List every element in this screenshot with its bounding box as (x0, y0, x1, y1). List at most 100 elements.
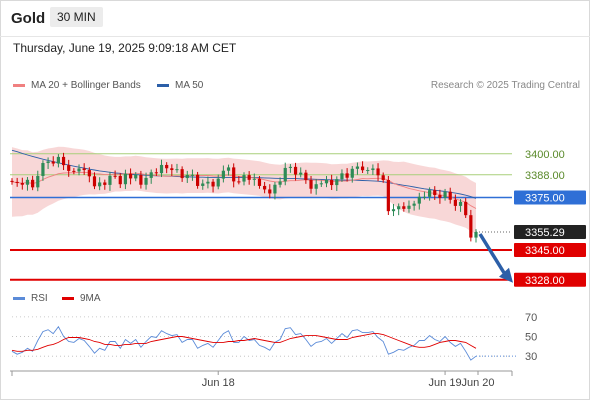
candle-body (268, 189, 272, 194)
x-tick-label: Jun 19 (429, 377, 462, 389)
candle-body (402, 206, 406, 209)
rsi-swatch (13, 296, 25, 300)
rsi-label: RSI (31, 293, 48, 304)
candle-body (139, 174, 143, 185)
candle-body (391, 209, 396, 212)
candle-body (237, 181, 241, 183)
candle-body (36, 175, 40, 188)
candle-body (263, 185, 267, 190)
candle-body (376, 168, 380, 176)
candle-body (51, 161, 55, 164)
candle-body (288, 166, 292, 168)
rsi-tick-70: 70 (525, 312, 537, 324)
forecast-arrow-head (499, 267, 513, 283)
level-label-3345.00: 3345.00 (525, 245, 565, 257)
candle-body (159, 164, 164, 174)
level-tag-3375.00 (514, 190, 586, 205)
candle-body (273, 184, 277, 194)
rsi-tick-50: 50 (525, 332, 537, 344)
x-tick-label: Jun 20 (461, 377, 494, 389)
candle-body (397, 206, 401, 210)
level-label-3355.29: 3355.29 (525, 227, 565, 239)
candle-body (175, 169, 179, 171)
candle-body (407, 205, 411, 209)
ma20-swatch (13, 83, 25, 87)
level-label-3375.00: 3375.00 (525, 193, 565, 205)
candle-body (304, 172, 308, 180)
candle-body (46, 161, 50, 164)
candle-body (185, 174, 189, 179)
level-label-3328.00: 3328.00 (525, 275, 565, 287)
level-label-3400.00: 3400.00 (525, 149, 565, 161)
candle-body (216, 178, 220, 187)
candle-body (196, 174, 200, 186)
instrument-title: Gold (11, 10, 46, 27)
candle-body (87, 170, 91, 177)
candle-body (118, 175, 122, 185)
candle-body (190, 174, 195, 176)
x-tick-label: Jun 18 (202, 377, 235, 389)
candle-body (211, 181, 215, 187)
candle-body (360, 166, 365, 171)
candle-body (299, 172, 303, 175)
candle-body (103, 182, 107, 185)
legend-rsi: RSI (13, 293, 48, 304)
candle-body (278, 181, 282, 185)
candle-body (422, 196, 427, 198)
candle-body (226, 167, 231, 171)
candle-body (144, 177, 148, 185)
bollinger-band (12, 146, 476, 235)
candle-body (330, 180, 334, 186)
candle-body (56, 156, 60, 164)
rsi-tick-30: 30 (525, 351, 537, 363)
research-credit: Research © 2025 Trading Central (430, 80, 580, 91)
legend-9ma: 9MA (62, 293, 101, 304)
candle-body (41, 163, 45, 176)
candle-body (366, 170, 370, 172)
candle-body (309, 180, 313, 189)
candle-body (77, 168, 81, 172)
candle-body (180, 169, 184, 179)
ma20-label: MA 20 + Bollinger Bands (31, 80, 141, 91)
candle-body (371, 168, 375, 171)
timestamp: Thursday, June 19, 2025 9:09:18 AM CET (13, 41, 237, 55)
candle-body (247, 175, 251, 180)
level-tag-3345.00 (514, 243, 586, 257)
candle-body (340, 173, 344, 180)
candle-body (335, 179, 339, 186)
timeframe-button[interactable]: 30 MIN (50, 7, 103, 27)
candle-body (61, 156, 66, 166)
candle-body (252, 178, 256, 180)
candle-body (10, 180, 14, 182)
candle-body (412, 203, 416, 206)
forecast-arrow-shaft (478, 233, 506, 274)
candle-body (170, 168, 174, 171)
candle-body (67, 165, 71, 171)
candle-body (98, 182, 102, 187)
legend-ma20: MA 20 + Bollinger Bands (13, 80, 141, 91)
level-tag-3328.00 (514, 272, 586, 287)
ma50-label: MA 50 (175, 80, 204, 91)
candle-body (206, 181, 210, 184)
candle-body (448, 191, 452, 200)
candle-body (355, 166, 360, 169)
candle-body (428, 190, 432, 197)
ma9-label: 9MA (80, 293, 101, 304)
candle-body (443, 191, 447, 198)
level-tag-3355.29 (514, 224, 586, 239)
candle-body (458, 201, 463, 206)
candle-body (72, 170, 76, 172)
candle-body (469, 215, 473, 238)
level-label-3388.00: 3388.00 (525, 170, 565, 182)
candle-body (464, 201, 468, 216)
candle-body (350, 168, 354, 178)
candle-body (386, 180, 390, 212)
candle-body (221, 170, 225, 179)
ma50-swatch (157, 83, 169, 87)
candles (10, 152, 478, 243)
candle-body (232, 167, 236, 182)
candle-body (108, 175, 112, 185)
candle-body (433, 190, 437, 196)
candle-body (381, 175, 385, 180)
